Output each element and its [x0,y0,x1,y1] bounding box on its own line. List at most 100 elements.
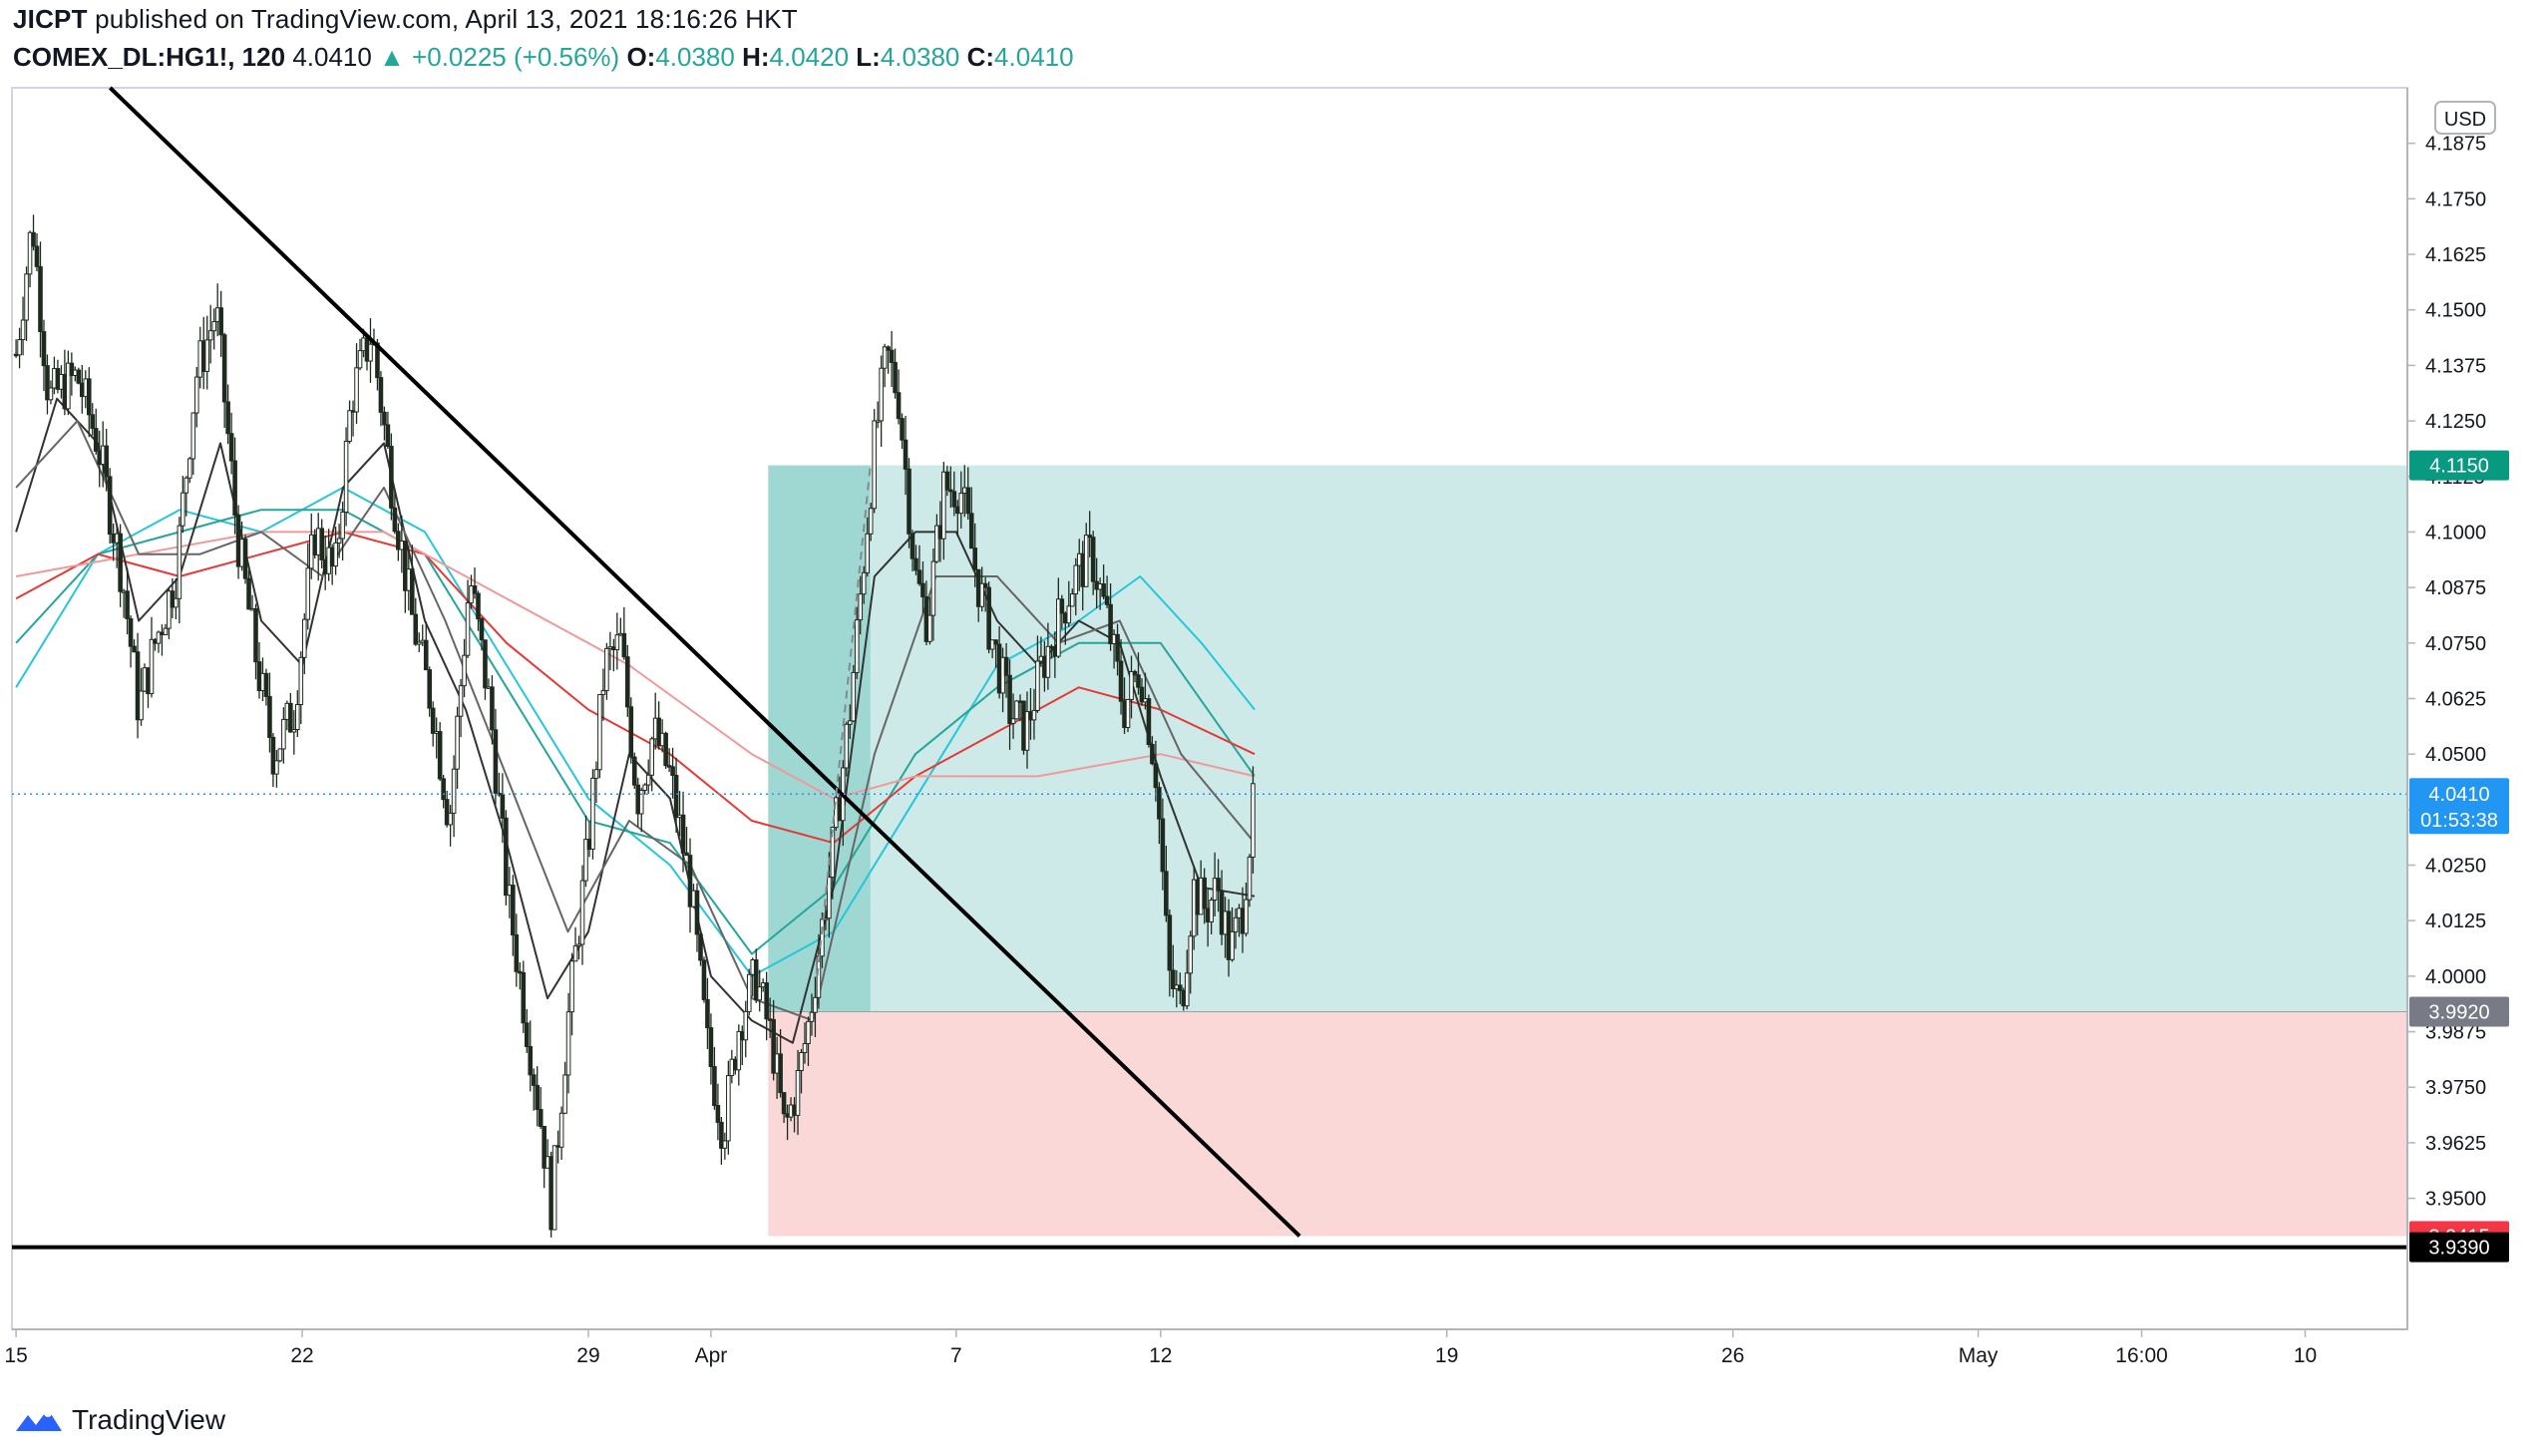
candle-body-330 [1160,818,1166,873]
candle-body-356 [1251,783,1256,858]
candle-body-80 [291,729,297,733]
candle-body-67 [246,577,251,610]
candle-body-46 [174,597,179,608]
ma-line-1 [15,486,1256,977]
candle-body-321 [1129,670,1134,700]
candle-body-49 [183,477,189,494]
candle-body-63 [232,460,237,516]
candle-body-135 [483,639,488,689]
candle-body-211 [746,973,752,1012]
candle-body-216 [764,982,769,1020]
candle-body-163 [579,880,585,945]
candle-body-201 [712,1065,717,1107]
candle-body-204 [722,1140,728,1149]
candle-body-226 [799,1052,804,1072]
candle-body-310 [1090,537,1096,582]
candle-body-34 [132,645,137,653]
candle-body-213 [753,959,759,1001]
candle-body-331 [1164,871,1169,916]
candle-body-282 [993,639,998,645]
last-price: 4.0410 [292,42,372,72]
candle-body-152 [542,1125,546,1169]
candle-body-144 [514,934,520,972]
candle-body-127 [455,715,460,770]
currency-badge[interactable]: USD [2434,101,2496,135]
candle-body-329 [1157,787,1162,820]
candle-body-106 [382,411,387,426]
candle-body-75 [274,760,279,775]
candle-body-327 [1150,744,1155,765]
candle-body-304 [1069,593,1075,607]
candle-body-169 [600,690,606,695]
candle-body-133 [476,592,481,620]
candle-body-83 [301,618,307,658]
candle-body-198 [701,959,707,1000]
candle-body-200 [708,1027,714,1067]
candle-body-122 [437,731,443,780]
candle-body-350 [1230,930,1235,960]
y-tick-label-2: 4.1625 [2425,244,2486,266]
candle-body-305 [1073,564,1079,595]
candle-body-253 [893,361,898,394]
candle-body-248 [875,420,881,423]
candle-body-234 [827,877,832,919]
y-tick-label-9: 4.0750 [2425,633,2486,655]
candle-body-79 [288,702,293,733]
candle-body-245 [865,533,871,573]
time-axis[interactable]: 15 22 29 Apr 7 12 19 26 May 16:00 10 [4,1329,2317,1367]
tradingview-logo[interactable]: TradingView [14,1400,225,1440]
candle-body-199 [705,998,710,1029]
x-tick-label-6: 19 [1435,1344,1458,1367]
candle-body-73 [267,695,272,738]
x-tick-label-2: 29 [576,1344,599,1367]
candle-body-337 [1184,972,1190,1007]
candle-body-149 [531,1074,537,1086]
projection-dashed-line [816,465,872,976]
candle-body-9 [45,365,50,401]
candle-body-208 [736,1030,742,1071]
candle-body-112 [403,541,408,591]
candle-body-84 [305,567,311,620]
drawings[interactable] [12,86,2407,1250]
candle-body-251 [886,346,891,351]
current-price-label-text: 4.0410 [2428,784,2489,806]
candle-body-108 [389,446,394,509]
candle-body-146 [521,971,527,1024]
candle-body-315 [1108,603,1113,644]
candle-body-294 [1035,660,1040,711]
candle-body-247 [872,420,877,510]
price-chart[interactable]: 4.1875 4.1750 4.1625 4.1500 4.1375 4.1250 4.11… [0,0,2545,1382]
candle-body-66 [242,539,248,579]
y-tick-label-13: 4.0250 [2425,856,2486,878]
candle-body-291 [1024,711,1030,751]
candle-body-7 [38,265,43,333]
candle-body-318 [1118,660,1124,702]
candle-body-344 [1209,900,1214,922]
candle-body-232 [820,918,825,957]
candle-body-261 [920,582,925,598]
candle-body-250 [882,346,888,369]
descending-trendline [108,86,1301,1238]
x-tick-label-0: 15 [4,1344,27,1367]
candle-body-55 [204,339,210,372]
candle-body-140 [500,794,506,819]
candle-body-93 [336,538,342,544]
candle-body-162 [576,943,581,947]
candle-body-119 [427,669,433,709]
author-name[interactable]: JICPT [13,4,88,34]
published-text: published on TradingView.com, April 13, … [95,4,798,34]
candle-body-193 [684,852,689,857]
position-tool[interactable] [768,465,2408,1237]
candle-body-202 [715,1105,721,1123]
x-tick-label-7: 26 [1721,1344,1744,1367]
x-tick-label-8: May [1959,1344,1999,1367]
candle-body-35 [135,651,141,721]
candle-body-297 [1045,645,1051,678]
price-axis[interactable]: 4.1875 4.1750 4.1625 4.1500 4.1375 4.1250 4.11… [2407,134,2486,1211]
high-label: H: [742,42,770,72]
candle-body-116 [416,641,422,645]
symbol-label[interactable]: COMEX_DL:HG1!, 120 [13,42,286,72]
y-tick-label-10: 4.0625 [2425,688,2486,710]
tradingview-logo-icon [16,1409,62,1431]
candle-body-176 [625,656,630,708]
